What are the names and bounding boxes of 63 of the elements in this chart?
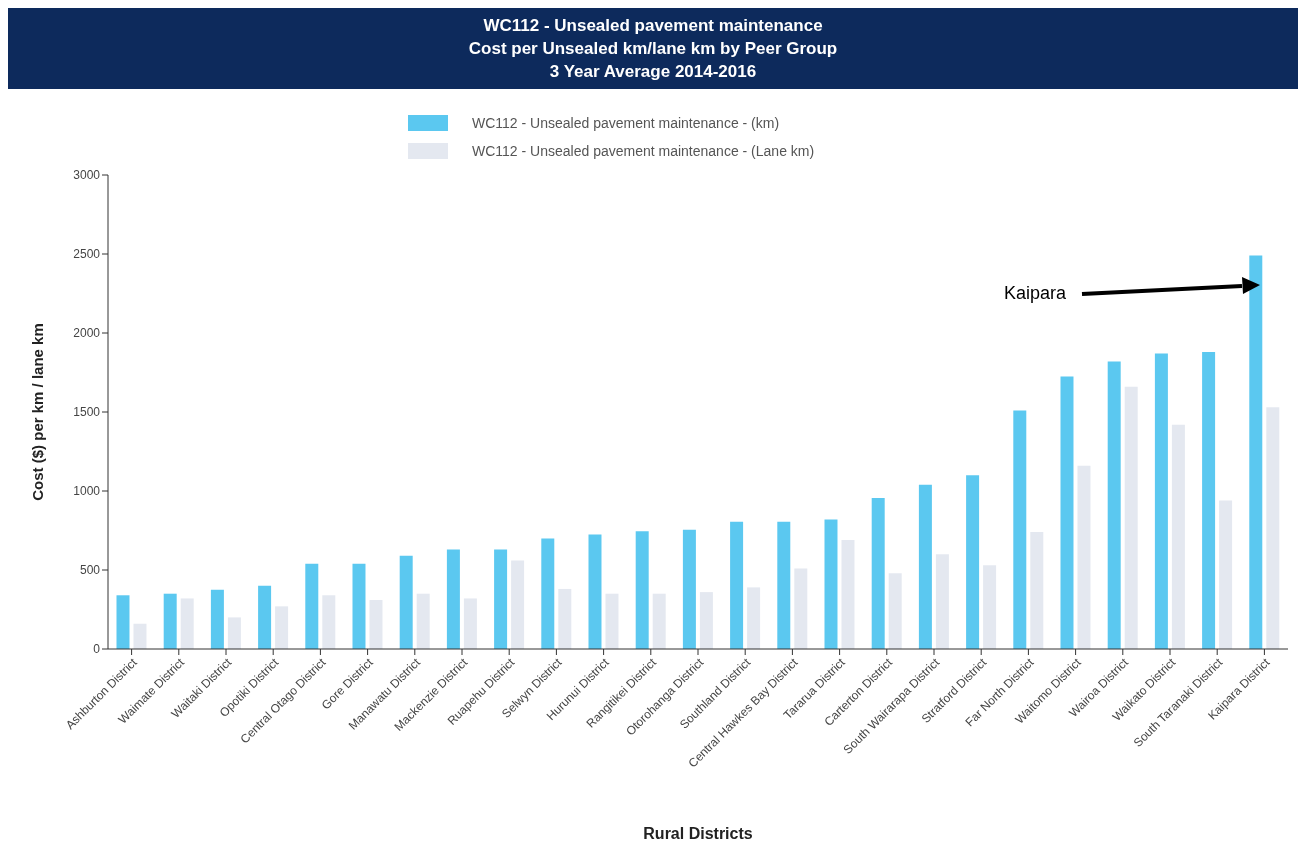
- bar: [605, 593, 619, 649]
- bar: [258, 585, 272, 649]
- bar: [730, 521, 744, 649]
- bar: [682, 529, 696, 649]
- bar: [1124, 386, 1138, 649]
- bar: [871, 498, 885, 649]
- y-tick-label: 1500: [73, 405, 101, 420]
- bar: [1219, 500, 1233, 649]
- bar: [416, 593, 430, 649]
- bar: [511, 560, 525, 649]
- bar: [133, 623, 147, 649]
- y-tick-label: 0: [93, 642, 101, 657]
- bar: [966, 475, 980, 649]
- bar: [116, 595, 130, 649]
- bar: [652, 593, 666, 649]
- y-tick-label: 1000: [73, 484, 101, 499]
- bar: [210, 589, 224, 649]
- bar: [1266, 407, 1280, 649]
- bar: [747, 587, 761, 649]
- legend-label: WC112 - Unsealed pavement maintenance - (Lane km): [472, 143, 815, 159]
- bar: [275, 606, 289, 649]
- bar: [305, 563, 319, 649]
- bar: [888, 573, 902, 649]
- bar: [635, 531, 649, 649]
- bar: [541, 538, 555, 649]
- bar: [1030, 532, 1044, 649]
- bar: [794, 568, 808, 649]
- bar: [163, 593, 177, 649]
- y-axis-title: Cost ($) per km / lane km: [29, 323, 47, 501]
- chart-subtitle: Cost per Unsealed km/lane km by Peer Group 3 Year Average 2014-2016: [467, 38, 839, 83]
- bar: [841, 539, 855, 649]
- bar: [369, 600, 383, 649]
- bar: [588, 534, 602, 649]
- bar: [322, 595, 336, 649]
- bar: [1060, 376, 1074, 649]
- bar: [1107, 361, 1121, 649]
- y-tick-label: 3000: [73, 168, 101, 183]
- y-tick-label: 2000: [73, 326, 101, 341]
- bar: [1202, 351, 1216, 649]
- bar: [352, 563, 366, 649]
- bar: [494, 549, 508, 649]
- bar: [824, 519, 838, 649]
- bar: [935, 554, 949, 649]
- bar: [446, 549, 460, 649]
- bar: [463, 598, 477, 649]
- bar: [983, 565, 997, 649]
- chart-title: WC112 - Unsealed pavement maintenance: [482, 15, 824, 37]
- bar: [777, 521, 791, 649]
- y-tick-label: 2500: [73, 247, 101, 262]
- bar: [1154, 353, 1168, 649]
- bar: [558, 588, 572, 649]
- legend-label: WC112 - Unsealed pavement maintenance - (km): [472, 115, 780, 131]
- bar: [699, 592, 713, 649]
- bar: [1171, 424, 1185, 649]
- x-axis-title: Rural Districts: [643, 825, 753, 842]
- bar: [918, 484, 932, 649]
- y-tick-label: 500: [79, 563, 101, 578]
- bar: [399, 555, 413, 649]
- bar: [180, 598, 194, 649]
- bar: [1013, 410, 1027, 649]
- bar: [227, 617, 241, 649]
- annotation: Kaipara: [1004, 283, 1068, 303]
- bar: [1077, 465, 1091, 649]
